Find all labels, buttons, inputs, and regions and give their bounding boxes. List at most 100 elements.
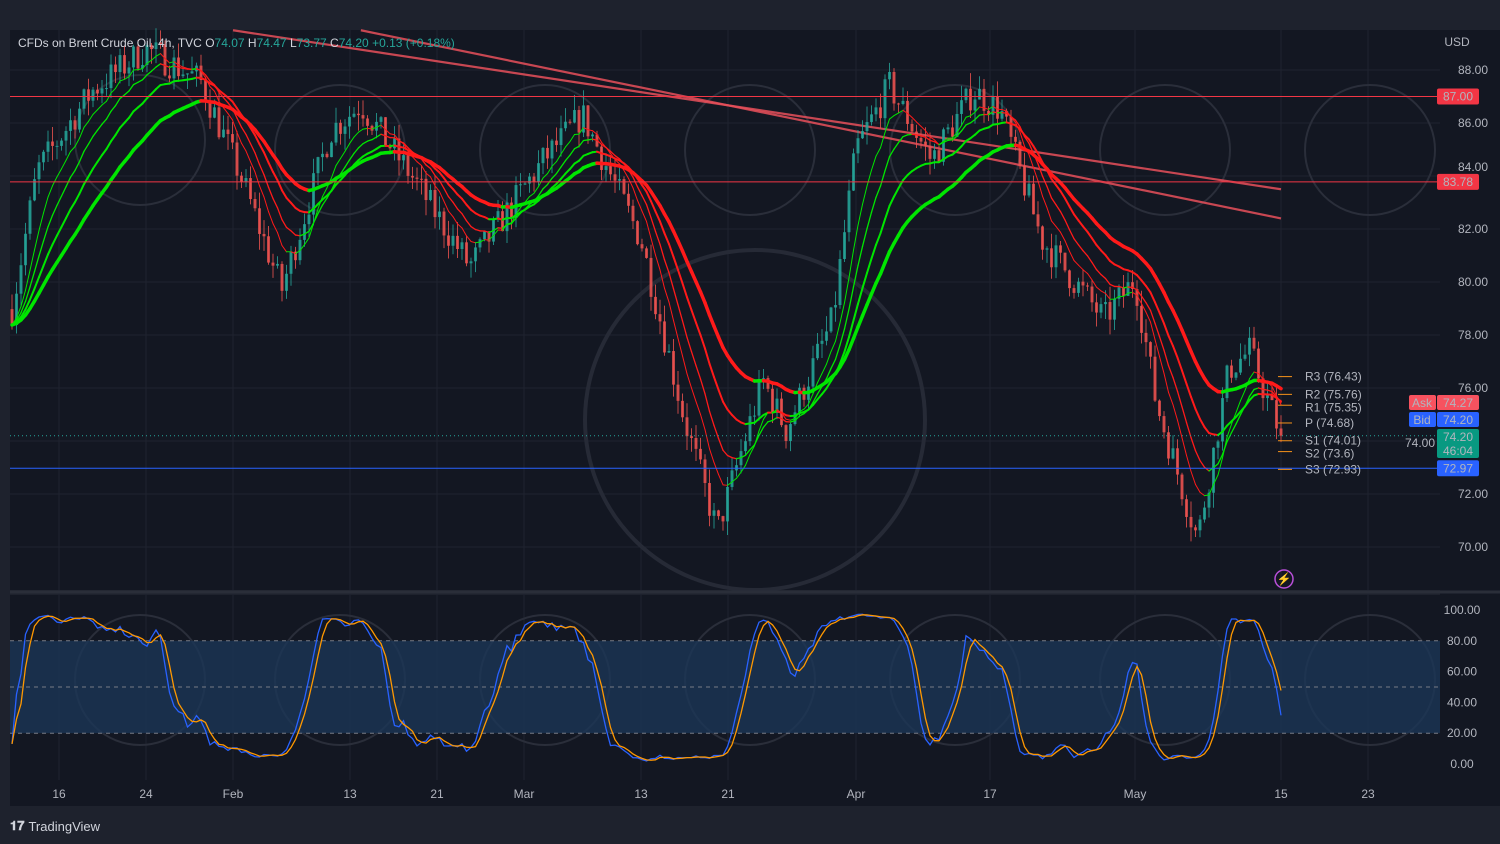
ema-13-segment bbox=[159, 63, 166, 67]
candle bbox=[447, 220, 450, 259]
candle-body bbox=[663, 321, 666, 353]
ema-21-segment bbox=[812, 398, 819, 406]
ema-8-segment bbox=[227, 113, 233, 121]
ema-8-segment bbox=[961, 116, 967, 126]
ema-21-segment bbox=[690, 309, 697, 324]
ema-13-segment bbox=[1176, 390, 1183, 408]
symbol-title[interactable]: CFDs on Brent Crude Oil, 4h, TVC bbox=[18, 36, 202, 50]
candle-body bbox=[226, 129, 230, 135]
ema-21-segment bbox=[33, 276, 40, 290]
ema-13-segment bbox=[1001, 111, 1008, 114]
ema-8-segment bbox=[533, 186, 539, 194]
ema-8-segment bbox=[718, 473, 724, 486]
ema-8-segment bbox=[434, 185, 440, 193]
ema-21-segment bbox=[956, 145, 963, 152]
candle bbox=[649, 244, 653, 311]
candle-body bbox=[1018, 141, 1022, 167]
candle-body bbox=[744, 441, 747, 452]
candle bbox=[568, 119, 572, 125]
ema-8-segment bbox=[155, 53, 161, 57]
tradingview-logo-icon[interactable]: 𝟏𝟕 bbox=[10, 818, 25, 833]
ema-34-segment bbox=[671, 229, 680, 243]
candle bbox=[118, 48, 122, 84]
ema-13-segment bbox=[1266, 389, 1273, 393]
candle bbox=[1144, 319, 1148, 357]
ema-13-segment bbox=[339, 166, 346, 175]
candle bbox=[69, 108, 72, 145]
ema-13-segment bbox=[650, 217, 657, 233]
candle-body bbox=[159, 42, 162, 45]
ema-13-segment bbox=[245, 133, 252, 145]
lightning-alert-icon[interactable] bbox=[1274, 569, 1294, 589]
candle bbox=[631, 199, 635, 230]
candle-body bbox=[1000, 111, 1004, 119]
candle-body bbox=[1275, 400, 1278, 429]
ema-21-segment bbox=[1239, 405, 1246, 413]
open-label: O bbox=[205, 36, 215, 50]
ema-8-segment bbox=[304, 237, 310, 246]
candle bbox=[420, 165, 423, 195]
ema-8-segment bbox=[569, 134, 575, 143]
ema-8-segment bbox=[1271, 385, 1277, 397]
stochastic-k-line bbox=[11, 613, 1282, 762]
candle bbox=[73, 115, 77, 139]
candle bbox=[622, 176, 626, 195]
candle bbox=[843, 219, 846, 262]
candle bbox=[114, 56, 117, 84]
ema-21-segment bbox=[1028, 138, 1035, 148]
ema-21-segment bbox=[1203, 426, 1210, 435]
ema-13-segment bbox=[722, 449, 729, 457]
candle-body bbox=[1063, 252, 1067, 271]
brand-name[interactable]: TradingView bbox=[28, 818, 101, 834]
ema-13-segment bbox=[965, 122, 972, 126]
candle bbox=[645, 246, 648, 259]
candle bbox=[159, 30, 162, 49]
candle-body bbox=[244, 178, 248, 182]
ema-21-segment bbox=[461, 197, 468, 206]
ema-8-segment bbox=[1217, 457, 1223, 476]
candle bbox=[1275, 384, 1278, 440]
ema-21-segment bbox=[1244, 399, 1251, 408]
ema-21-segment bbox=[1077, 219, 1084, 228]
candle bbox=[577, 105, 581, 148]
candle-body bbox=[1248, 337, 1251, 355]
ema-13-segment bbox=[141, 74, 148, 81]
ema-8-segment bbox=[209, 86, 215, 92]
candle bbox=[1158, 399, 1161, 421]
ema-34-segment bbox=[694, 280, 703, 294]
candle-body bbox=[775, 398, 779, 413]
oscillator-axis-label: 20.00 bbox=[1447, 726, 1477, 740]
ema-21-segment bbox=[654, 210, 661, 223]
candle-body bbox=[208, 101, 212, 118]
ema-13-segment bbox=[848, 286, 855, 310]
ema-13-segment bbox=[654, 230, 661, 245]
ema-8-segment bbox=[646, 220, 652, 239]
candle-body bbox=[1239, 358, 1242, 373]
candle-body bbox=[568, 121, 572, 123]
ema-8-segment bbox=[223, 107, 229, 115]
candle bbox=[883, 74, 887, 131]
candle bbox=[1153, 345, 1157, 403]
ema-13-segment bbox=[501, 223, 508, 229]
candle-body bbox=[699, 448, 702, 460]
price-axis-label: 88.00 bbox=[1458, 63, 1488, 77]
candle bbox=[573, 94, 576, 124]
ema-13-segment bbox=[276, 207, 283, 221]
candle-body bbox=[249, 178, 252, 200]
candle-body bbox=[33, 179, 36, 201]
ema-13-segment bbox=[893, 141, 900, 150]
ema-8-segment bbox=[137, 68, 143, 71]
ema-8-segment bbox=[268, 211, 274, 225]
candle bbox=[865, 106, 869, 145]
candle-body bbox=[892, 71, 896, 104]
candle bbox=[1171, 435, 1175, 460]
price-level-tag bbox=[1437, 173, 1479, 190]
candle bbox=[334, 107, 338, 146]
candle bbox=[487, 231, 491, 253]
ema-21-segment bbox=[465, 203, 472, 211]
ema-21-segment bbox=[339, 174, 346, 182]
candle-body bbox=[604, 166, 608, 170]
ema-13-segment bbox=[537, 188, 544, 197]
